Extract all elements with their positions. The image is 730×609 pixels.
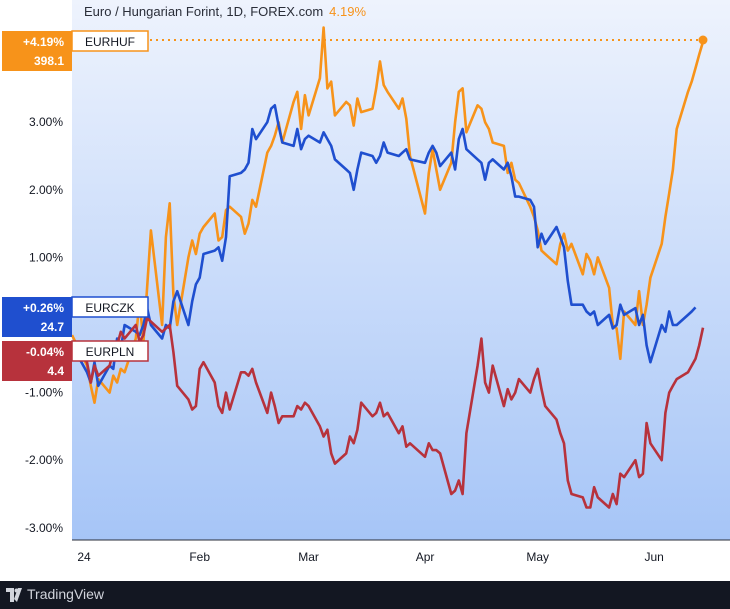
badge-eurhuf-name: EURHUF bbox=[85, 35, 135, 49]
y-axis-ticks: 3.00% 2.00% 1.00% -1.00% -2.00% -3.00% bbox=[25, 115, 63, 535]
series-line-eurczk[interactable] bbox=[70, 104, 697, 388]
y-tick-label: 3.00% bbox=[29, 115, 63, 129]
x-tick-label: Jun bbox=[644, 550, 663, 564]
x-tick-label: May bbox=[526, 550, 549, 564]
badge-eurpln-change: -0.04% bbox=[26, 345, 64, 359]
series-badges: +4.19% 398.1 EURHUF +0.26% 24.7 EURCZK -0.04% 4… bbox=[2, 30, 149, 381]
series-layer bbox=[70, 26, 708, 509]
x-axis-ticks: 24 Feb Mar Apr May Jun bbox=[77, 550, 664, 564]
x-tick-label: Feb bbox=[189, 550, 210, 564]
badge-eurpln-value: 4.4 bbox=[47, 364, 64, 378]
y-tick-label: 1.00% bbox=[29, 250, 63, 264]
y-tick-label: -2.00% bbox=[25, 453, 63, 467]
chart-canvas: 3.00% 2.00% 1.00% -1.00% -2.00% -3.00% 24 Feb M… bbox=[0, 0, 730, 581]
tradingview-footer: TradingView bbox=[0, 581, 730, 609]
badge-eurczk-value: 24.7 bbox=[41, 320, 65, 334]
plot-background bbox=[72, 0, 730, 540]
badge-eurhuf-value-box bbox=[2, 31, 72, 71]
badge-eurczk-value-box bbox=[2, 297, 72, 337]
chart-title-change: 4.19% bbox=[329, 4, 367, 19]
series-line-eurpln[interactable] bbox=[71, 316, 705, 509]
badge-eurpln-name: EURPLN bbox=[86, 345, 135, 359]
badge-eurczk-name: EURCZK bbox=[85, 301, 134, 315]
time-axis-background bbox=[0, 540, 730, 581]
badge-eurczk-name-box bbox=[71, 296, 149, 318]
left-axis-background bbox=[0, 0, 72, 540]
badge-eurpln-name-box bbox=[71, 340, 149, 362]
eurhuf-last-price-marker bbox=[698, 35, 708, 45]
x-tick-label: 24 bbox=[77, 550, 91, 564]
y-tick-label: 2.00% bbox=[29, 183, 63, 197]
y-tick-label: -3.00% bbox=[25, 521, 63, 535]
badge-eurczk-change: +0.26% bbox=[23, 301, 64, 315]
badge-eurpln-value-box bbox=[2, 341, 72, 381]
badge-eurhuf-name-box bbox=[71, 30, 149, 52]
chart-title-text: Euro / Hungarian Forint, 1D, FOREX.com bbox=[84, 4, 324, 19]
y-tick-label: -1.00% bbox=[25, 386, 63, 400]
x-tick-label: Apr bbox=[416, 550, 435, 564]
x-tick-label: Mar bbox=[298, 550, 319, 564]
series-line-eurhuf[interactable] bbox=[70, 26, 705, 405]
tradingview-brand[interactable]: TradingView bbox=[27, 586, 105, 602]
chart-title: Euro / Hungarian Forint, 1D, FOREX.com 4.… bbox=[84, 4, 366, 22]
badge-eurhuf-value: 398.1 bbox=[34, 54, 64, 68]
badge-eurhuf-change: +4.19% bbox=[23, 35, 64, 49]
tradingview-logo-icon[interactable] bbox=[6, 588, 22, 602]
